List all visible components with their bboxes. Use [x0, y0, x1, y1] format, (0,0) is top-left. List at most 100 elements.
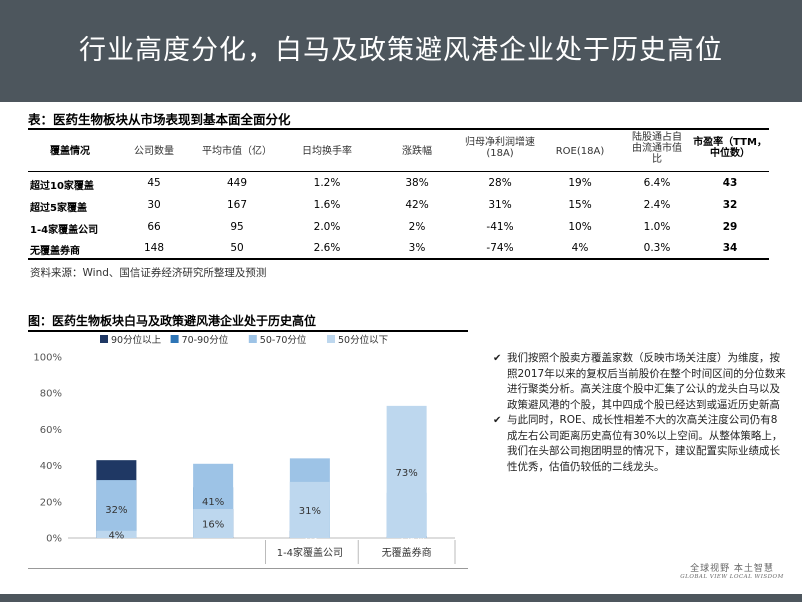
col-header-change: 涨跌幅 — [402, 146, 432, 157]
table-cell: 31% — [488, 199, 512, 211]
check-arrow-icon: ✔ — [493, 415, 502, 426]
table-cell: 2.0% — [313, 221, 341, 233]
table-cell: 148 — [143, 242, 165, 254]
data-label: 41% — [202, 497, 224, 508]
brand-logo: 全球视野 本土智慧 GLOBAL VIEW LOCAL WISDOM — [676, 561, 788, 580]
table-cell: 28% — [488, 177, 512, 189]
table-header-rule — [28, 171, 769, 172]
table-cell: 66 — [147, 221, 161, 233]
x-tick-label: 1-4家覆盖公司 — [277, 546, 343, 559]
bar-segment — [289, 481, 330, 538]
table-cell: 95 — [230, 221, 244, 233]
bullet-item: ✔ 我们按照个股卖方覆盖家数（反映市场关注度）为维度，按照2017年以来的复权后… — [493, 351, 787, 413]
table-cell: 2% — [408, 221, 426, 233]
table-cell: 4% — [571, 242, 589, 254]
footer-band — [0, 594, 802, 602]
table-cell: 32 — [722, 199, 738, 211]
bar-segment — [193, 463, 234, 538]
data-label: 28% — [202, 509, 224, 520]
bar-segment — [289, 458, 330, 538]
table-cell: 1.2% — [313, 177, 341, 189]
table-cell: 167 — [226, 199, 248, 211]
data-label: 16% — [202, 520, 224, 531]
check-arrow-icon: ✔ — [493, 353, 502, 364]
data-label: 4% — [302, 530, 318, 541]
y-tick-label: 40% — [40, 461, 62, 472]
table-cell: 30 — [147, 199, 161, 211]
header-banner: 行业高度分化，白马及政策避风港企业处于历史高位 — [0, 0, 802, 102]
table-title-rule — [28, 128, 769, 130]
col-header-coverage: 覆盖情况 — [50, 146, 90, 157]
table-cell: 29 — [722, 221, 738, 233]
legend-label: 70-90分位 — [182, 334, 229, 346]
table-cell: 38% — [405, 177, 429, 189]
legend-swatch — [100, 335, 108, 343]
data-label: 32% — [105, 505, 127, 516]
row-label: 无覆盖券商 — [30, 246, 80, 257]
data-label: 44% — [299, 494, 321, 505]
commentary-bullets: ✔ 我们按照个股卖方覆盖家数（反映市场关注度）为维度，按照2017年以来的复权后… — [493, 351, 787, 475]
source-note: 资料来源：Wind、国信证券经济研究所整理及预测 — [30, 267, 267, 279]
col-header-profit-growth: 归母净利润增速(18A) — [465, 137, 535, 159]
table-cell: 19% — [568, 177, 592, 189]
table-cell: 45 — [147, 177, 161, 189]
col-header-avg-cap: 平均市值（亿） — [202, 146, 272, 157]
col-header-northbound: 陆股通占自由流通市值比 — [632, 132, 682, 165]
page-title: 行业高度分化，白马及政策避风港企业处于历史高位 — [79, 35, 723, 66]
table-bottom-rule — [28, 258, 769, 260]
data-label: 43% — [105, 495, 127, 506]
figure-title: 图：医药生物板块白马及政策避风港企业处于历史高位 — [28, 314, 317, 328]
row-label: 超过10家覆盖 — [30, 181, 94, 192]
data-label: 21% — [105, 515, 127, 526]
data-label: 1% — [409, 532, 425, 543]
table-cell: 50 — [230, 242, 244, 254]
bar-segment — [386, 536, 427, 538]
bar-segment — [96, 499, 137, 538]
x-tick-label: 无覆盖券商 — [382, 546, 432, 559]
legend-swatch — [170, 335, 179, 343]
bar-segment — [386, 536, 427, 538]
table-cell: 15% — [568, 199, 592, 211]
y-tick-label: 60% — [40, 425, 62, 436]
col-header-roe: ROE(18A) — [555, 146, 605, 157]
bar-segment — [289, 530, 330, 538]
row-label: 1-4家覆盖公司 — [30, 225, 99, 236]
bar-segment — [193, 509, 234, 538]
table-cell: -41% — [486, 221, 514, 233]
legend-swatch — [327, 335, 335, 343]
table-cell: 449 — [226, 177, 248, 189]
table-cell: 1.6% — [313, 199, 341, 211]
y-tick-label: 0% — [46, 534, 62, 545]
legend-label: 50分位以下 — [338, 334, 388, 346]
row-label: 超过5家覆盖 — [30, 203, 87, 214]
data-label: 16% — [202, 520, 224, 531]
data-label: 31% — [299, 506, 321, 517]
bar-segment — [96, 530, 137, 538]
data-label: 25% — [396, 511, 418, 522]
bar-segment — [386, 405, 427, 538]
table-cell: 34 — [722, 242, 738, 254]
bar-segment — [96, 480, 137, 538]
data-label: 4% — [108, 530, 124, 541]
bar-segment — [193, 509, 234, 538]
y-tick-label: 100% — [33, 353, 62, 364]
table-cell: 0.3% — [643, 242, 671, 254]
legend-swatch — [248, 335, 257, 343]
y-tick-label: 80% — [40, 389, 62, 400]
bar-segment — [96, 460, 137, 538]
table-title: 表：医药生物板块从市场表现到基本面全面分化 — [28, 112, 291, 127]
table-cell: 2.4% — [643, 199, 671, 211]
col-header-count: 公司数量 — [134, 146, 174, 157]
bullet-text: 我们按照个股卖方覆盖家数（反映市场关注度）为维度，按照2017年以来的复权后当前… — [507, 352, 786, 411]
figure-title-rule — [28, 330, 468, 332]
bar-segment — [193, 487, 234, 538]
y-tick-label: 20% — [40, 497, 62, 508]
data-label: 21% — [299, 515, 321, 526]
table-cell: 1.0% — [643, 221, 671, 233]
legend-label: 90分位以上 — [111, 334, 162, 346]
data-label: 73% — [396, 468, 418, 479]
table-cell: 42% — [405, 199, 429, 211]
bar-segment — [289, 499, 330, 538]
table-cell: 43 — [722, 177, 738, 189]
figure-bottom-rule — [28, 568, 468, 569]
